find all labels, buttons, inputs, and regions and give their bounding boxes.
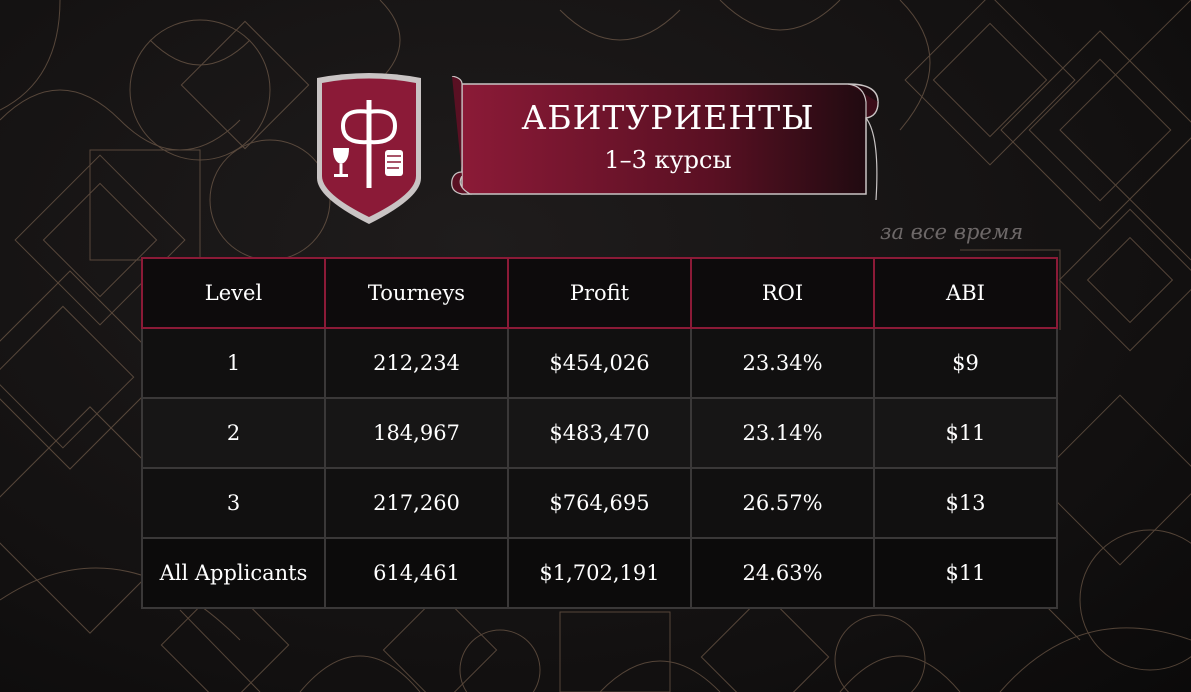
column-header-level: Level: [141, 257, 326, 329]
cell-abi: $13: [873, 467, 1058, 539]
table-row: 2 184,967 $483,470 23.14% $11: [141, 397, 1058, 469]
cell-tourneys: 212,234: [324, 327, 509, 399]
cell-abi: $11: [873, 537, 1058, 609]
table-header-row: Level Tourneys Profit ROI ABI: [141, 257, 1058, 329]
cell-profit: $1,702,191: [507, 537, 692, 609]
column-header-roi: ROI: [690, 257, 875, 329]
page-subtitle: 1–3 курсы: [604, 146, 732, 174]
cell-abi: $11: [873, 397, 1058, 469]
university-shield-emblem-icon: [317, 73, 421, 224]
title-ribbon-banner: [451, 76, 879, 201]
cell-level: All Applicants: [141, 537, 326, 609]
table-row: 1 212,234 $454,026 23.34% $9: [141, 327, 1058, 399]
stats-table: Level Tourneys Profit ROI ABI 1 212,234 …: [141, 257, 1058, 609]
cell-tourneys: 217,260: [324, 467, 509, 539]
cell-level: 1: [141, 327, 326, 399]
cell-profit: $764,695: [507, 467, 692, 539]
cell-tourneys: 614,461: [324, 537, 509, 609]
table-row-total: All Applicants 614,461 $1,702,191 24.63%…: [141, 537, 1058, 609]
column-header-tourneys: Tourneys: [324, 257, 509, 329]
period-label: за все время: [880, 220, 1024, 244]
cell-level: 3: [141, 467, 326, 539]
cell-tourneys: 184,967: [324, 397, 509, 469]
page-title: АБИТУРИЕНТЫ: [521, 98, 815, 137]
cell-roi: 24.63%: [690, 537, 875, 609]
cell-abi: $9: [873, 327, 1058, 399]
column-header-profit: Profit: [507, 257, 692, 329]
cell-level: 2: [141, 397, 326, 469]
cell-profit: $483,470: [507, 397, 692, 469]
cell-roi: 26.57%: [690, 467, 875, 539]
cell-roi: 23.14%: [690, 397, 875, 469]
cell-profit: $454,026: [507, 327, 692, 399]
table-row: 3 217,260 $764,695 26.57% $13: [141, 467, 1058, 539]
cell-roi: 23.34%: [690, 327, 875, 399]
column-header-abi: ABI: [873, 257, 1058, 329]
